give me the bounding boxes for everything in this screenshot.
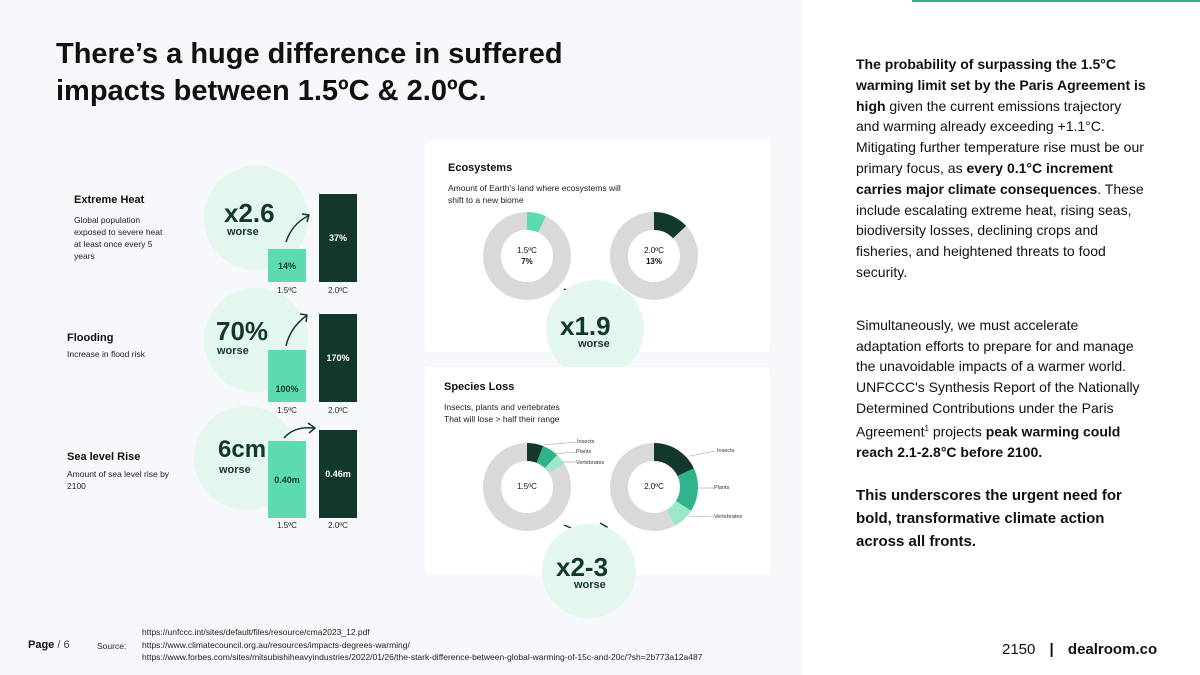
sea-bar-1-5c: 0.40m [268,441,306,518]
species-low-label-vertebrates: Vertebrates [576,460,605,466]
species-desc: Insects, plants and vertebrates That wil… [444,402,560,424]
species-multiplier-halo [542,524,636,618]
heat-x-label-high: 2.0ºC [328,286,348,295]
heat-multiplier: x2.6 [224,198,275,228]
sea-bar-2-0c: 0.46m [319,430,357,518]
species-high-label-insects: Insects [717,448,735,454]
page-title: There’s a huge difference in suffered im… [56,38,563,107]
species-multiplier: x2-3 [556,552,609,582]
summary-paragraph-2: Simultaneously, we must accelerate adapt… [856,316,1140,461]
flood-up-arrow [285,313,308,347]
heat-worse-label: worse [227,226,259,238]
species-high-label-plants: Plants [714,485,730,491]
heat-bar-2-0c: 37% [319,194,357,282]
closing-statement: This underscores the urgent need for bol… [856,487,1122,550]
flood-x-label-high: 2.0ºC [328,406,348,415]
flood-bar-1-5c: 100% [268,350,306,402]
species-2-0c-slice-plants [610,443,698,531]
ecosystems-label-1-5c: 1.5ºC 7% [517,246,537,266]
brand-logo: 2150 | dealroom.co [1002,641,1158,658]
sea-desc: Amount of sea level rise by 2100 [67,469,170,491]
source-link-1[interactable]: https://unfccc.int/sites/default/files/r… [142,627,370,637]
sea-up-arrow [283,422,317,439]
ecosystems-slice-1-5c [483,212,571,300]
summary-text: The probability of surpassing the 1.5°C … [856,54,1146,483]
ecosystems-label-2-0c: 2.0ºC 13% [644,246,664,266]
ecosystems-multiplier: x1.9 [560,311,611,341]
flood-x-label-low: 1.5ºC [277,406,297,415]
flood-multiplier: 70% [216,316,269,346]
flood-desc: Increase in flood risk [67,349,145,359]
top-accent-line [912,0,1200,2]
species-worse-label: worse [574,579,606,591]
source-link-3[interactable]: https://www.forbes.com/sites/mitsubishih… [142,652,703,662]
species-low-label-plants: Plants [576,449,592,455]
source-link-2[interactable]: https://www.climatecouncil.org.au/resour… [142,640,410,650]
summary-panel [802,0,1200,675]
flood-bar-2-0c: 170% [319,314,357,402]
ecosystems-desc: Amount of Earth’s land where ecosystems … [448,183,621,205]
heat-up-arrow [285,213,310,243]
species-low-label-insects: Insects [577,439,595,445]
ecosystems-donut-1-5c [483,212,571,300]
heat-desc: Global population exposed to severe heat… [74,215,163,261]
source-label: Source: [97,641,127,651]
species-donut-2-0c [610,443,698,531]
sea-multiplier: 6cm [218,436,267,463]
summary-paragraph-1: The probability of surpassing the 1.5°C … [856,56,1146,280]
page-indicator: Page / 6 [28,639,70,651]
species-title: Species Loss [444,381,515,393]
sea-x-label-low: 1.5ºC [277,521,297,530]
ecosystems-title: Ecosystems [448,162,513,174]
species-2-0c-slice-insects [610,443,698,531]
species-high-label-vertebrates: Vertebrates [714,514,743,520]
heat-x-label-low: 1.5ºC [277,286,297,295]
species-1-5c-slice-insects [483,443,571,531]
ecosystems-multiplier-halo [546,280,644,378]
ecosystems-worse-label: worse [578,338,610,350]
species-label-2-0c: 2.0ºC [644,482,664,491]
sea-x-label-high: 2.0ºC [328,521,348,530]
species-donut-1-5c [483,443,571,531]
flood-title: Flooding [67,332,114,344]
flood-worse-label: worse [217,345,249,357]
heat-bar-1-5c: 14% [268,249,306,282]
species-leader-lines [543,441,716,518]
sea-title: Sea level Rise [67,451,141,463]
heat-title: Extreme Heat [74,194,145,206]
ecosystems-slice-2-0c [610,212,698,300]
sea-worse-label: worse [219,464,251,476]
ecosystems-donut-2-0c [610,212,698,300]
species-label-1-5c: 1.5ºC [517,482,537,491]
